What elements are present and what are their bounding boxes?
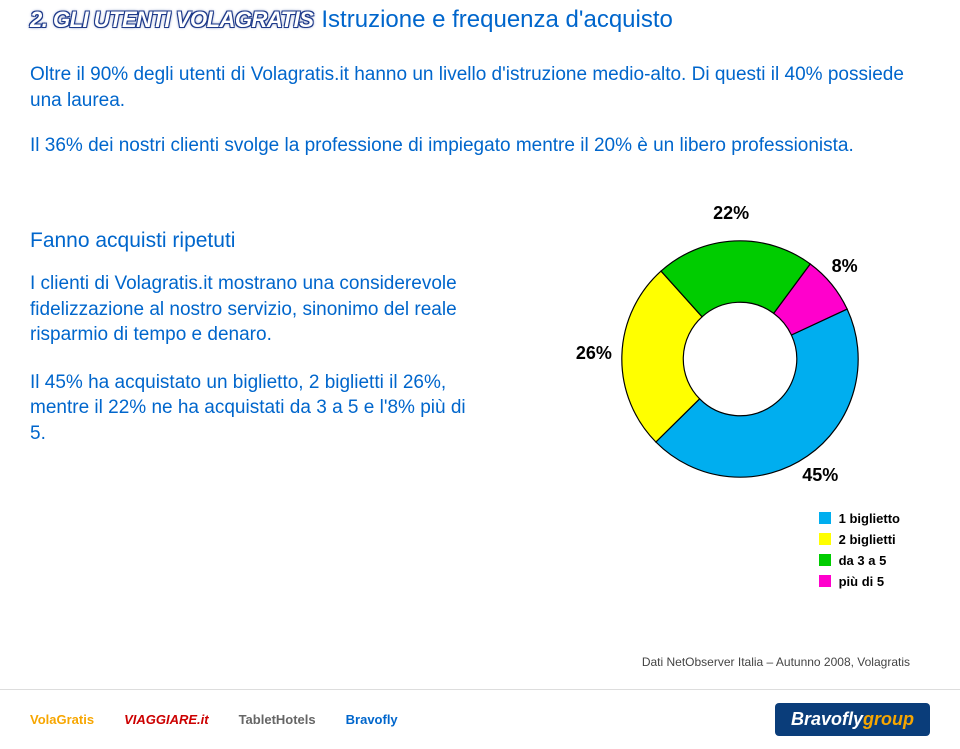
chart-legend: 1 biglietto 2 biglietti da 3 a 5 più di 5 (819, 511, 900, 589)
footer-brand: Bravofly (346, 712, 398, 727)
footer-brand: TabletHotels (239, 712, 316, 727)
legend-swatch (819, 554, 831, 566)
legend-item: 2 biglietti (819, 532, 900, 547)
slice-percent-label: 22% (713, 203, 749, 224)
footer-brand: VIAGGIARE.it (124, 712, 209, 727)
group-logo: Bravoflygroup (775, 703, 930, 736)
subsection-heading: Fanno acquisti ripetuti (30, 229, 510, 253)
body-paragraph-2: Il 45% ha acquistato un biglietto, 2 big… (30, 370, 470, 447)
legend-swatch (819, 575, 831, 587)
legend-item: 1 biglietto (819, 511, 900, 526)
intro-paragraph-2: Il 36% dei nostri clienti svolge la prof… (30, 133, 910, 159)
donut-chart: 45%26%22%8% (610, 229, 870, 489)
footer-brand: VolaGratis (30, 712, 94, 727)
legend-swatch (819, 512, 831, 524)
legend-item: da 3 a 5 (819, 553, 900, 568)
legend-label: da 3 a 5 (839, 553, 887, 568)
intro-paragraph-1: Oltre il 90% degli utenti di Volagratis.… (30, 62, 910, 113)
section-subtitle: Istruzione e frequenza d'acquisto (321, 6, 672, 34)
data-source: Dati NetObserver Italia – Autunno 2008, … (642, 655, 910, 669)
legend-swatch (819, 533, 831, 545)
footer: VolaGratis VIAGGIARE.it TabletHotels Bravof… (0, 689, 960, 749)
legend-label: più di 5 (839, 574, 885, 589)
slice-percent-label: 26% (576, 343, 612, 364)
slice-percent-label: 45% (802, 465, 838, 486)
slice-percent-label: 8% (832, 256, 858, 277)
legend-item: più di 5 (819, 574, 900, 589)
legend-label: 2 biglietti (839, 532, 896, 547)
body-paragraph-1: I clienti di Volagratis.it mostrano una … (30, 271, 470, 348)
section-tag: 2. GLI UTENTI VOLAGRATIS (30, 7, 313, 33)
legend-label: 1 biglietto (839, 511, 900, 526)
